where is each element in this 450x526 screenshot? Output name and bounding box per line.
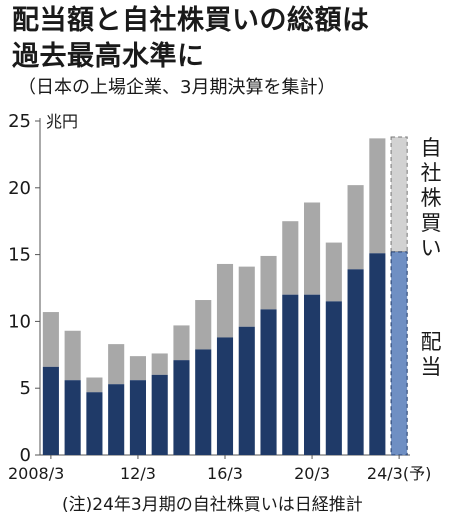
- y-axis-unit: 兆円: [46, 112, 78, 131]
- bar-dividend: [42, 366, 59, 455]
- bar-dividend: [108, 384, 125, 455]
- bar-dividend: [129, 380, 146, 455]
- x-tick-label: 24/3(予): [367, 464, 431, 483]
- x-tick-label: 2008/3: [8, 464, 64, 483]
- y-tick-label: 25: [8, 111, 31, 132]
- bar-dividend: [216, 337, 234, 455]
- bar-buyback: [260, 255, 277, 310]
- bar-dividend: [369, 253, 386, 455]
- bar-buyback: [42, 312, 59, 367]
- bar-buyback: [390, 136, 408, 253]
- chart-footnote: (注)24年3月期の自社株買いは日経推計: [62, 495, 363, 515]
- bar-dividend: [151, 374, 168, 455]
- y-tick-label: 0: [20, 445, 31, 466]
- series-label-char: 社: [421, 161, 442, 185]
- y-tick-label: 10: [8, 311, 31, 332]
- bar-buyback: [325, 242, 342, 302]
- bar-dividend: [173, 360, 190, 455]
- bar-buyback: [369, 138, 386, 254]
- chart-title-line2: 過去最高水準に: [12, 41, 205, 72]
- bar-buyback: [195, 300, 212, 350]
- bar-buyback: [129, 356, 146, 381]
- bar-dividend: [195, 349, 212, 455]
- series-label-char: 配: [421, 330, 442, 354]
- chart-subtitle: （日本の上場企業、3月期決算を集計）: [18, 77, 336, 98]
- x-tick-label: 20/3: [294, 464, 330, 483]
- series-label-char: 株: [421, 186, 442, 210]
- bar-buyback: [173, 325, 190, 361]
- bar-buyback: [304, 202, 321, 295]
- x-tick-label: 12/3: [120, 464, 156, 483]
- legend-label-dividend: 配当: [421, 330, 442, 379]
- bar-buyback: [151, 353, 168, 375]
- x-tick-label: 16/3: [207, 464, 243, 483]
- bar-buyback: [282, 221, 299, 295]
- bar-dividend: [325, 301, 342, 455]
- bar-buyback: [64, 330, 81, 381]
- bar-dividend: [282, 294, 299, 455]
- bar-dividend: [347, 269, 364, 455]
- bar-dividend: [238, 326, 255, 455]
- series-label-char: い: [421, 236, 442, 260]
- bar-dividend: [64, 380, 81, 455]
- series-label-char: 自: [421, 136, 442, 160]
- bar-buyback: [108, 344, 125, 385]
- y-tick-label: 5: [20, 378, 31, 399]
- chart-title-line1: 配当額と自社株買いの総額は: [12, 5, 370, 36]
- bar-dividend: [390, 251, 408, 456]
- bar-dividend: [260, 309, 277, 455]
- legend-label-buyback: 自社株買い: [421, 136, 442, 260]
- bar-buyback: [238, 266, 255, 327]
- bar-buyback: [347, 185, 364, 270]
- series-label-char: 当: [421, 355, 442, 379]
- bar-buyback: [86, 377, 103, 393]
- bar-dividend: [86, 392, 103, 455]
- bar-buyback: [216, 263, 234, 338]
- y-tick-label: 20: [8, 178, 31, 199]
- series-label-char: 買: [421, 211, 442, 235]
- y-tick-label: 15: [8, 245, 31, 266]
- bar-dividend: [304, 294, 321, 455]
